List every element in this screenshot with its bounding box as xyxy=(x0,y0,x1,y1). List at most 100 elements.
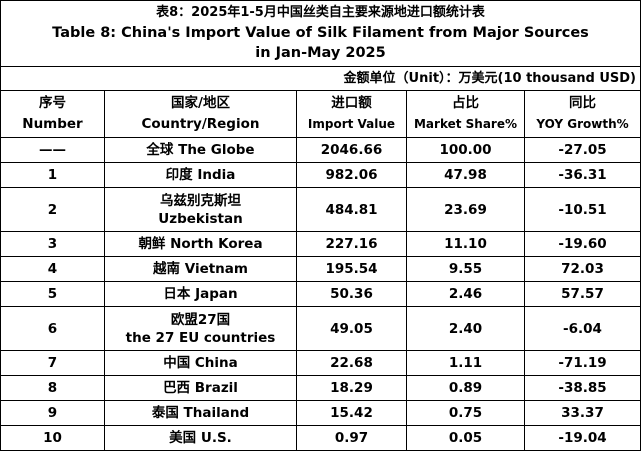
header-row: 序号 Number 国家/地区 Country/Region 进口额 Import V… xyxy=(0,90,641,138)
cell-import-value: 50.36 xyxy=(296,281,407,307)
cell-region: 朝鲜 North Korea xyxy=(104,231,297,257)
cell-yoy-growth: -36.31 xyxy=(524,162,641,188)
cell-yoy-growth: -19.04 xyxy=(524,425,641,451)
table-row: 6 欧盟27国 the 27 EU countries 49.05 2.40 -6.04 xyxy=(0,306,641,351)
cell-import-value: 227.16 xyxy=(296,231,407,257)
title-zh: 表8：2025年1-5月中国丝类自主要来源地进口额统计表 xyxy=(156,5,485,20)
cell-number: 5 xyxy=(0,281,105,307)
table-row: 8 巴西 Brazil 18.29 0.89 -38.85 xyxy=(0,375,641,401)
table-row: 2 乌兹别克斯坦 Uzbekistan 484.81 23.69 -10.51 xyxy=(0,187,641,232)
cell-yoy-growth: -38.85 xyxy=(524,375,641,401)
cell-market-share: 0.75 xyxy=(406,400,525,426)
region-label-en: the 27 EU countries xyxy=(125,329,276,346)
cell-region: 中国 China xyxy=(104,350,297,376)
header-share-zh: 占比 xyxy=(452,95,479,111)
cell-market-share: 11.10 xyxy=(406,231,525,257)
cell-number: 4 xyxy=(0,256,105,282)
cell-market-share: 0.89 xyxy=(406,375,525,401)
region-label: 巴西 Brazil xyxy=(163,380,238,396)
header-import-en: Import Value xyxy=(307,117,396,131)
cell-market-share: 2.46 xyxy=(406,281,525,307)
cell-region: 美国 U.S. xyxy=(104,425,297,451)
cell-yoy-growth: 33.37 xyxy=(524,400,641,426)
cell-yoy-growth: 72.03 xyxy=(524,256,641,282)
cell-yoy-growth: -71.19 xyxy=(524,350,641,376)
cell-yoy-growth: -19.60 xyxy=(524,231,641,257)
cell-number: 8 xyxy=(0,375,105,401)
header-number-en: Number xyxy=(22,116,83,132)
cell-region: 印度 India xyxy=(104,162,297,188)
header-yoy-en: YOY Growth% xyxy=(536,117,629,131)
header-number: 序号 Number xyxy=(0,90,105,138)
table-row: —— 全球 The Globe 2046.66 100.00 -27.05 xyxy=(0,137,641,163)
cell-import-value: 18.29 xyxy=(296,375,407,401)
cell-market-share: 0.05 xyxy=(406,425,525,451)
cell-market-share: 23.69 xyxy=(406,187,525,232)
cell-import-value: 484.81 xyxy=(296,187,407,232)
cell-number: 9 xyxy=(0,400,105,426)
unit-note: 金额单位（Unit）：万美元(10 thousand USD) xyxy=(0,66,641,91)
header-import-zh: 进口额 xyxy=(331,95,372,111)
region-label: 泰国 Thailand xyxy=(151,405,250,421)
header-yoy-zh: 同比 xyxy=(569,95,596,111)
cell-market-share: 9.55 xyxy=(406,256,525,282)
region-label: 中国 China xyxy=(163,355,238,371)
cell-yoy-growth: -27.05 xyxy=(524,137,641,163)
cell-import-value: 0.97 xyxy=(296,425,407,451)
table-row: 9 泰国 Thailand 15.42 0.75 33.37 xyxy=(0,400,641,426)
title-en-line2: in Jan-May 2025 xyxy=(255,45,386,61)
region-label: 印度 India xyxy=(165,167,236,183)
cell-number: —— xyxy=(0,137,105,163)
cell-region: 乌兹别克斯坦 Uzbekistan xyxy=(104,187,297,232)
header-region-en: Country/Region xyxy=(141,116,260,132)
header-share: 占比 Market Share% xyxy=(406,90,525,138)
cell-region: 泰国 Thailand xyxy=(104,400,297,426)
region-label: 欧盟27国 xyxy=(170,311,231,328)
cell-region: 日本 Japan xyxy=(104,281,297,307)
cell-number: 3 xyxy=(0,231,105,257)
region-label: 越南 Vietnam xyxy=(153,261,248,277)
cell-number: 2 xyxy=(0,187,105,232)
table-row: 3 朝鲜 North Korea 227.16 11.10 -19.60 xyxy=(0,231,641,257)
cell-yoy-growth: 57.57 xyxy=(524,281,641,307)
region-label: 日本 Japan xyxy=(163,286,238,302)
cell-region: 巴西 Brazil xyxy=(104,375,297,401)
header-number-zh: 序号 xyxy=(39,95,66,111)
import-table: 表8：2025年1-5月中国丝类自主要来源地进口额统计表 Table 8: Ch… xyxy=(0,0,641,451)
region-label: 乌兹别克斯坦 xyxy=(160,192,241,209)
header-import: 进口额 Import Value xyxy=(296,90,407,138)
cell-yoy-growth: -6.04 xyxy=(524,306,641,351)
header-share-en: Market Share% xyxy=(413,117,518,131)
title-en-line1: Table 8: China's Import Value of Silk Fi… xyxy=(52,25,589,41)
table-row: 5 日本 Japan 50.36 2.46 57.57 xyxy=(0,281,641,307)
cell-import-value: 22.68 xyxy=(296,350,407,376)
cell-number: 7 xyxy=(0,350,105,376)
cell-number: 10 xyxy=(0,425,105,451)
table-title: 表8：2025年1-5月中国丝类自主要来源地进口额统计表 Table 8: Ch… xyxy=(0,0,641,67)
table-row: 7 中国 China 22.68 1.11 -71.19 xyxy=(0,350,641,376)
region-label: 全球 The Globe xyxy=(146,142,255,158)
region-label: 美国 U.S. xyxy=(169,430,232,446)
cell-yoy-growth: -10.51 xyxy=(524,187,641,232)
table-row: 4 越南 Vietnam 195.54 9.55 72.03 xyxy=(0,256,641,282)
cell-import-value: 982.06 xyxy=(296,162,407,188)
header-yoy: 同比 YOY Growth% xyxy=(524,90,641,138)
header-region-zh: 国家/地区 xyxy=(171,95,230,111)
cell-market-share: 100.00 xyxy=(406,137,525,163)
header-region: 国家/地区 Country/Region xyxy=(104,90,297,138)
table-row: 1 印度 India 982.06 47.98 -36.31 xyxy=(0,162,641,188)
region-label-en: Uzbekistan xyxy=(158,210,243,227)
cell-import-value: 49.05 xyxy=(296,306,407,351)
cell-region: 越南 Vietnam xyxy=(104,256,297,282)
cell-region: 全球 The Globe xyxy=(104,137,297,163)
cell-market-share: 2.40 xyxy=(406,306,525,351)
table-row: 10 美国 U.S. 0.97 0.05 -19.04 xyxy=(0,425,641,451)
cell-number: 6 xyxy=(0,306,105,351)
cell-import-value: 195.54 xyxy=(296,256,407,282)
cell-market-share: 47.98 xyxy=(406,162,525,188)
cell-number: 1 xyxy=(0,162,105,188)
cell-import-value: 15.42 xyxy=(296,400,407,426)
cell-region: 欧盟27国 the 27 EU countries xyxy=(104,306,297,351)
cell-market-share: 1.11 xyxy=(406,350,525,376)
